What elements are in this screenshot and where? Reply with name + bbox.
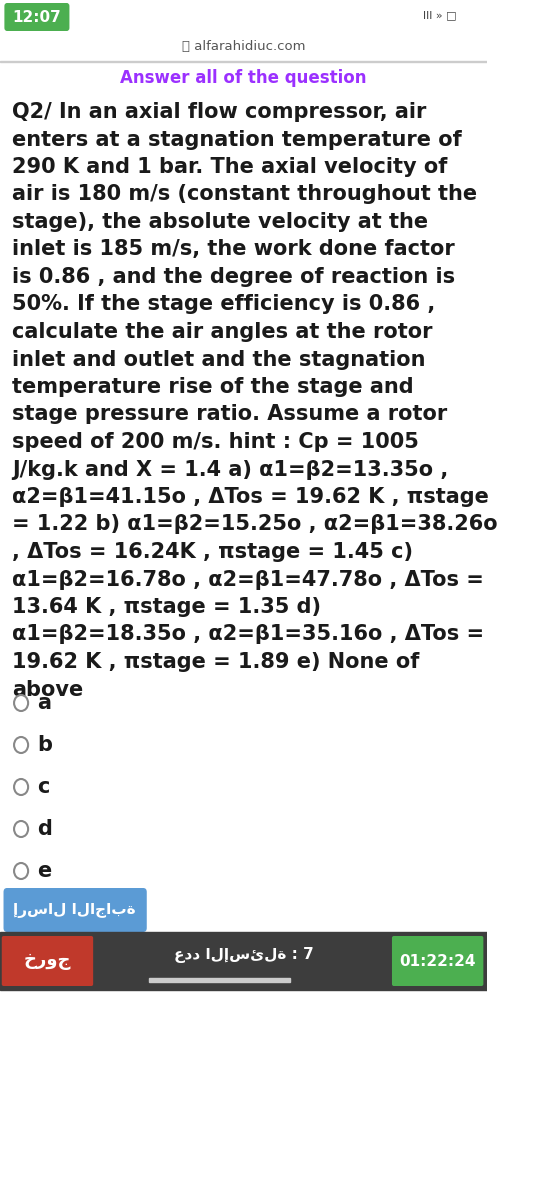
Text: = 1.22 b) α1=β2=15.25o , α2=β1=38.26o: = 1.22 b) α1=β2=15.25o , α2=β1=38.26o — [12, 515, 498, 534]
Text: d: d — [37, 818, 52, 839]
Text: J/kg.k and Χ = 1.4 a) α1=β2=13.35o ,: J/kg.k and Χ = 1.4 a) α1=β2=13.35o , — [12, 460, 449, 480]
Text: α1=β2=18.35o , α2=β1=35.16o , ΔTos =: α1=β2=18.35o , α2=β1=35.16o , ΔTos = — [12, 624, 484, 644]
Text: 01:22:24: 01:22:24 — [399, 954, 476, 968]
Text: e: e — [37, 862, 51, 881]
Text: stage), the absolute velocity at the: stage), the absolute velocity at the — [12, 212, 428, 232]
Text: air is 180 m/s (constant throughout the: air is 180 m/s (constant throughout the — [12, 185, 478, 204]
Text: stage pressure ratio. Assume a rotor: stage pressure ratio. Assume a rotor — [12, 404, 448, 425]
Text: calculate the air angles at the rotor: calculate the air angles at the rotor — [12, 322, 433, 342]
Text: 290 K and 1 bar. The axial velocity of: 290 K and 1 bar. The axial velocity of — [12, 157, 448, 176]
Text: Q2/ In an axial flow compressor, air: Q2/ In an axial flow compressor, air — [12, 102, 427, 122]
Text: عدد الإسئلة : 7: عدد الإسئلة : 7 — [173, 947, 314, 962]
Text: inlet and outlet and the stagnation: inlet and outlet and the stagnation — [12, 349, 426, 370]
Text: 50%. If the stage efficiency is 0.86 ,: 50%. If the stage efficiency is 0.86 , — [12, 294, 435, 314]
Text: 🔒 alfarahidiuc.com: 🔒 alfarahidiuc.com — [182, 41, 305, 54]
Text: 12:07: 12:07 — [13, 10, 61, 24]
Text: , ΔTos = 16.24K , πstage = 1.45 c): , ΔTos = 16.24K , πstage = 1.45 c) — [12, 542, 413, 562]
FancyBboxPatch shape — [3, 888, 147, 932]
Text: خروج: خروج — [24, 952, 71, 970]
Text: enters at a stagnation temperature of: enters at a stagnation temperature of — [12, 130, 462, 150]
Text: Answer all of the question: Answer all of the question — [120, 68, 367, 86]
Text: 19.62 K , πstage = 1.89 e) None of: 19.62 K , πstage = 1.89 e) None of — [12, 652, 420, 672]
FancyBboxPatch shape — [392, 936, 483, 986]
Text: above: above — [12, 679, 84, 700]
FancyBboxPatch shape — [2, 936, 93, 986]
Text: a: a — [37, 692, 51, 713]
Text: 13.64 K , πstage = 1.35 d): 13.64 K , πstage = 1.35 d) — [12, 596, 321, 617]
Text: speed of 200 m/s. hint : Cp = 1005: speed of 200 m/s. hint : Cp = 1005 — [12, 432, 419, 452]
FancyBboxPatch shape — [4, 2, 69, 31]
Text: lll » □: lll » □ — [423, 10, 456, 20]
Text: α2=β1=41.15o , ΔTos = 19.62 K , πstage: α2=β1=41.15o , ΔTos = 19.62 K , πstage — [12, 487, 489, 506]
Text: α1=β2=16.78o , α2=β1=47.78o , ΔTos =: α1=β2=16.78o , α2=β1=47.78o , ΔTos = — [12, 570, 484, 589]
Text: inlet is 185 m/s, the work done factor: inlet is 185 m/s, the work done factor — [12, 240, 455, 259]
Text: b: b — [37, 734, 52, 755]
Bar — [0, 932, 487, 990]
Text: إرسال الاجابة: إرسال الاجابة — [13, 902, 136, 918]
Bar — [150, 978, 290, 982]
Text: is 0.86 , and the degree of reaction is: is 0.86 , and the degree of reaction is — [12, 266, 455, 287]
Text: c: c — [37, 778, 49, 797]
Text: temperature rise of the stage and: temperature rise of the stage and — [12, 377, 414, 397]
